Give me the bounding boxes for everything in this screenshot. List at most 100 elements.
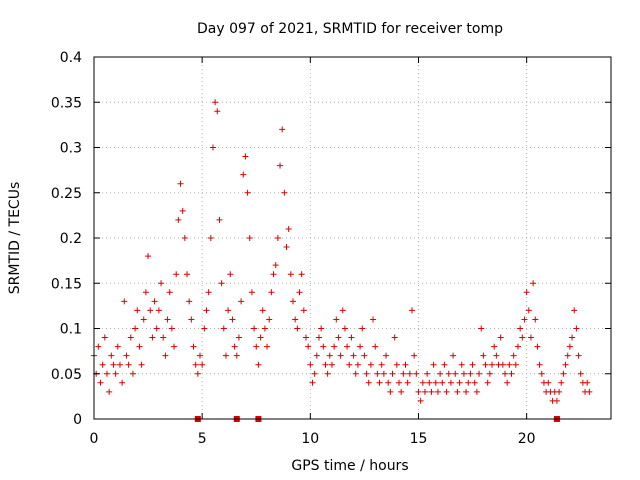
data-point [212,99,219,106]
data-point [186,298,193,305]
data-point [149,334,156,341]
y-tick-label: 0.25 [51,186,82,202]
data-point [311,370,318,377]
data-point [205,289,212,296]
data-point [248,289,255,296]
data-point [313,352,320,359]
data-point [411,352,418,359]
data-point [560,370,567,377]
data-point [177,180,184,187]
x-tick-label: 0 [90,431,99,447]
data-point [577,370,584,377]
data-point [421,388,428,395]
data-point [201,325,208,332]
data-point [363,370,370,377]
data-point [331,343,338,350]
data-point [534,343,541,350]
y-tick-label: 0.1 [60,322,82,338]
data-point [95,343,102,350]
data-point [510,352,517,359]
data-point [460,370,467,377]
data-point [320,343,327,350]
data-point [264,343,271,350]
data-point [253,343,260,350]
data-point [101,334,108,341]
data-point [255,361,262,368]
y-tick-label: 0.05 [51,367,82,383]
data-point [517,325,524,332]
data-point [233,352,240,359]
data-point [359,325,366,332]
data-point [242,153,249,160]
data-point [270,271,277,278]
data-point [114,343,121,350]
data-point [324,370,331,377]
data-point [491,343,498,350]
data-point [302,334,309,341]
data-point [424,370,431,377]
data-point [584,379,591,386]
data-point [151,298,158,305]
data-point [106,388,113,395]
data-point [129,370,136,377]
data-point [112,370,119,377]
data-point [536,361,543,368]
data-point [562,361,569,368]
data-point [497,334,504,341]
data-point [309,379,316,386]
data-point [307,361,314,368]
data-point [558,379,565,386]
data-point [259,307,266,314]
data-point [300,307,307,314]
data-point [199,361,206,368]
data-point [119,379,126,386]
data-point [406,370,413,377]
data-point [512,361,519,368]
data-point [333,316,340,323]
data-point [266,316,273,323]
data-point [173,271,180,278]
data-point [357,343,364,350]
data-point [337,352,344,359]
data-point [469,361,476,368]
data-point [283,244,290,251]
data-point [573,325,580,332]
data-point [292,316,299,323]
data-point [322,361,329,368]
data-point [493,352,500,359]
data-point [361,352,368,359]
data-point [184,271,191,278]
data-point [216,216,223,223]
data-point [417,397,424,404]
data-point [514,343,521,350]
data-point [229,316,236,323]
data-point [415,388,422,395]
data-point [527,334,534,341]
data-point [339,307,346,314]
y-tick-label: 0.35 [51,95,82,111]
data-point [473,388,480,395]
data-point [171,343,178,350]
data-point [370,316,377,323]
data-point [391,334,398,341]
data-point [145,253,152,260]
y-tick-label: 0 [73,412,82,428]
data-point [532,316,539,323]
data-point [484,379,491,386]
data-point [188,316,195,323]
data-point [367,361,374,368]
data-point [164,316,171,323]
data-point [571,307,578,314]
data-point [99,361,106,368]
data-point [222,352,229,359]
data-point [251,325,258,332]
data-point [218,280,225,287]
data-point [482,361,489,368]
data-point [372,343,379,350]
data-point [225,307,232,314]
data-point [396,379,403,386]
data-point [445,370,452,377]
data-points [91,99,593,404]
data-point [428,388,435,395]
